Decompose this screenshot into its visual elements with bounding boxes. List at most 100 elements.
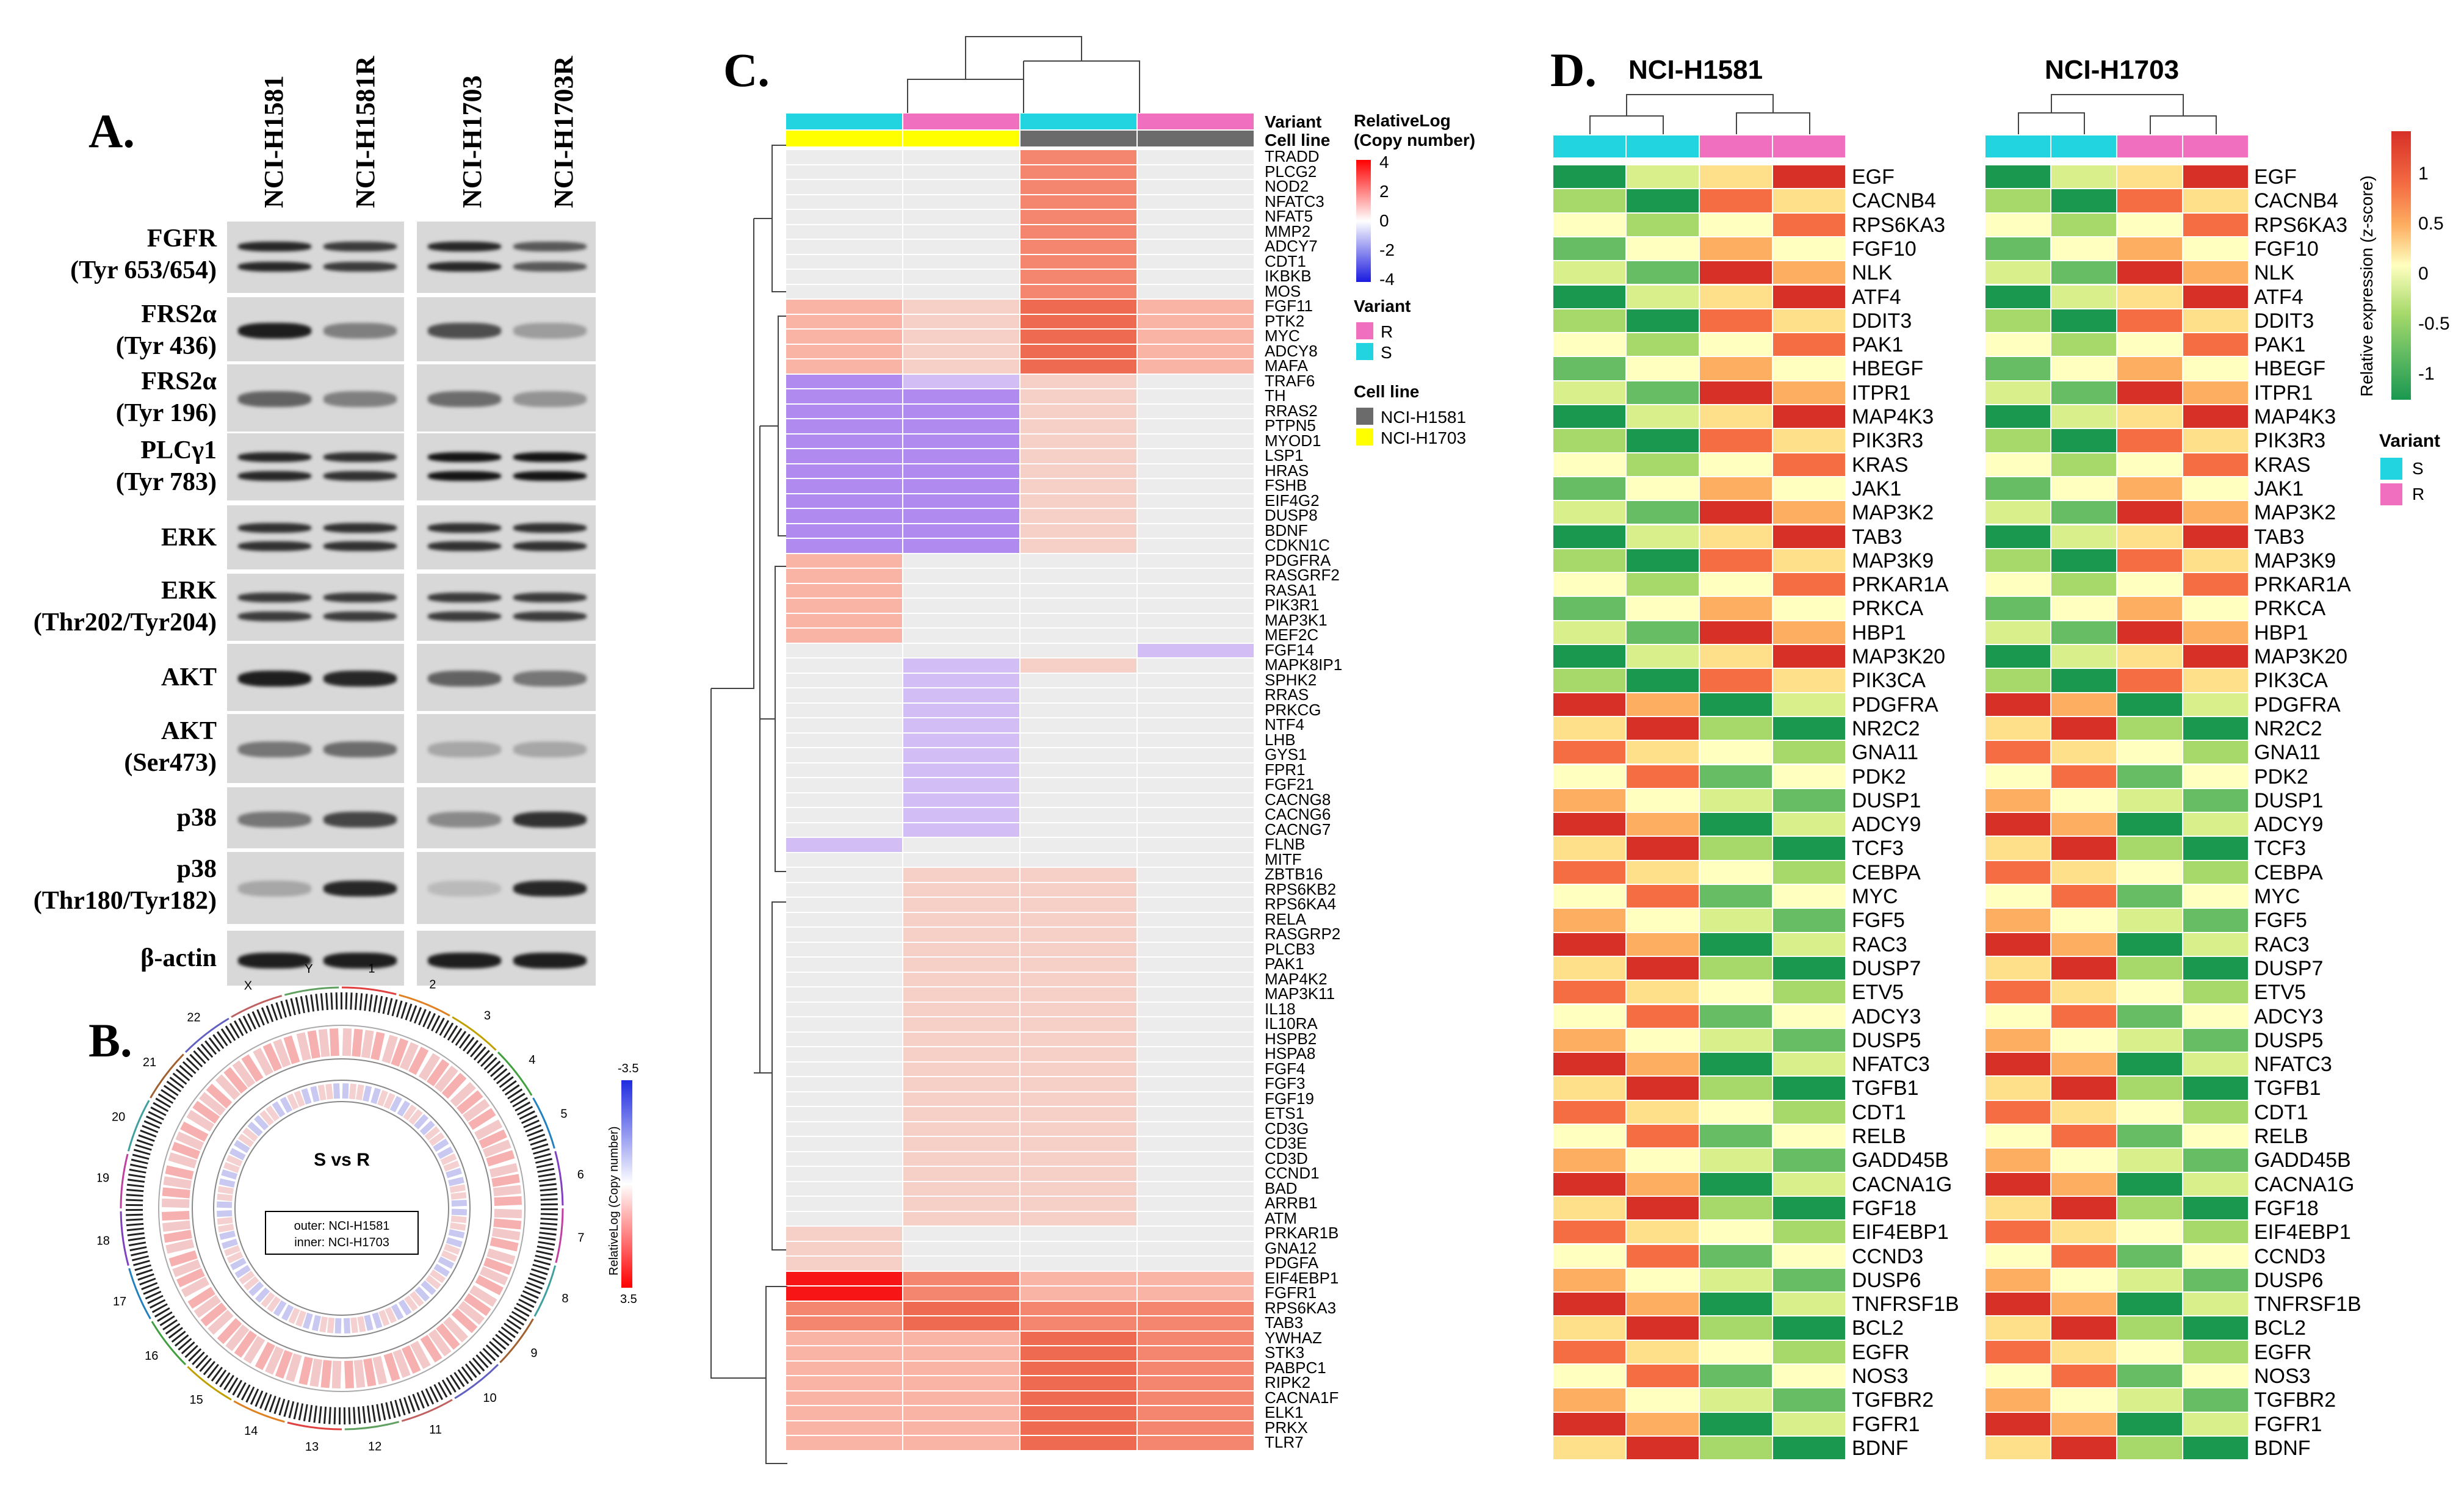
d-heatmap-cell [1700, 1316, 1772, 1340]
circos-cnv-segment [426, 1059, 450, 1087]
c-heatmap-cell [786, 1376, 902, 1390]
wb-band [513, 452, 587, 462]
d-heatmap-cell [1627, 669, 1699, 692]
d-legend-title: Relative expression (z-score) [2357, 175, 2376, 397]
c-heatmap-cell [786, 1331, 902, 1345]
circos-cnv-segment [165, 1239, 195, 1254]
d-heatmap-cell [2051, 501, 2116, 524]
c-heatmap-cell [903, 449, 1019, 463]
d-gene-label-right: BCL2 [2254, 1316, 2307, 1340]
c-gene-label: FGF21 [1265, 775, 1314, 793]
c-heatmap-cell [1021, 853, 1136, 867]
circos-cnv-segment-inner [286, 1093, 299, 1110]
circos-cnv-segment [186, 1110, 215, 1132]
d-heatmap-cell [1985, 765, 2050, 788]
c-gene-label: RASA1 [1265, 580, 1317, 599]
c-heatmap-cell [786, 330, 902, 344]
d-heatmap-cell [1627, 716, 1699, 740]
c-heatmap-cell [903, 733, 1019, 747]
circos-cnv-segment-inner [273, 1300, 287, 1316]
c-heatmap-cell [786, 300, 902, 314]
d-heatmap-cell [2183, 1388, 2248, 1412]
circos-chromosome-arc [454, 1363, 499, 1399]
c-heatmap-cell [1138, 1271, 1254, 1285]
c-heatmap-cell [1138, 359, 1254, 374]
d-heatmap-cell [1627, 597, 1699, 620]
c-gene-label: CACNG8 [1265, 790, 1331, 809]
d-heatmap-cell [2117, 956, 2182, 980]
c-heatmap-cell [1138, 1346, 1254, 1360]
d-gene-label-left: FGF5 [1852, 909, 1905, 933]
c-legend-title1: RelativeLog [1354, 111, 1451, 130]
wb-blot-row11-panel2 [417, 931, 596, 986]
d-heatmap-cell [1985, 1244, 2050, 1268]
circos-cnv-segment [187, 1287, 215, 1309]
c-heatmap-cell [1138, 1077, 1254, 1091]
c-heatmap-cell [1138, 524, 1254, 538]
c-heatmap-cell [903, 569, 1019, 583]
d-heatmap-cell [1985, 309, 2050, 333]
c-heatmap-cell [903, 1122, 1019, 1136]
c-heatmap-cell [1021, 673, 1136, 687]
d-track-variant-cell [1773, 135, 1845, 157]
c-gene-label: RIPK2 [1265, 1373, 1311, 1391]
circos-cnv-segment-inner [317, 1085, 327, 1101]
c-heatmap-cell [1138, 808, 1254, 822]
d-heatmap-cell [1627, 1005, 1699, 1028]
wb-band [513, 592, 587, 602]
d-heatmap-cell [1553, 813, 1625, 836]
c-gene-label: GNA12 [1265, 1238, 1317, 1257]
d-heatmap-cell [1627, 549, 1699, 572]
c-heatmap-cell [1021, 434, 1136, 448]
d-right-dendrogram [2018, 94, 2217, 134]
circos-cnv-segment-inner [234, 1139, 250, 1153]
c-heatmap-cell [1138, 1227, 1254, 1241]
d-heatmap-cell [1773, 357, 1845, 380]
d-gene-label-left: DUSP1 [1852, 789, 1921, 812]
c-track-variant-cell [903, 114, 1019, 129]
circos-cnv-segment [410, 1340, 431, 1370]
c-heatmap-cell [903, 643, 1019, 657]
c-legend-r: R [1381, 322, 1393, 341]
c-heatmap-cell [1138, 225, 1254, 239]
c-heatmap-cell [1021, 389, 1136, 403]
d-heatmap-cell [1700, 237, 1772, 261]
wb-band [428, 323, 501, 339]
circos-cnv-segment [161, 1198, 190, 1208]
c-heatmap-cell [1138, 733, 1254, 747]
c-heatmap-cell [1021, 1271, 1136, 1285]
d-gene-label-right: PRKAR1A [2254, 573, 2351, 597]
d-heatmap-cell [1700, 597, 1772, 620]
circos-chromosome-label: 9 [530, 1347, 537, 1360]
c-heatmap-cell [786, 763, 902, 777]
d-heatmap-cell [1700, 1196, 1772, 1220]
d-heatmap-cell [1773, 1388, 1845, 1412]
d-heatmap-cell [1700, 549, 1772, 572]
circos-ring-4 [234, 1101, 449, 1316]
circos-chromosome-label: 21 [143, 1056, 156, 1069]
d-gene-label-right: PDGFRA [2254, 693, 2341, 716]
wb-blot-row6-panel1 [227, 574, 404, 641]
d-heatmap-cell [1773, 525, 1845, 548]
wb-band [428, 611, 501, 621]
d-heatmap-cell [2183, 813, 2248, 836]
d-heatmap-cell [1700, 477, 1772, 500]
d-gene-label-left: CDT1 [1852, 1100, 1906, 1124]
d-heatmap-cell [2117, 1172, 2182, 1196]
c-dendrogram-branch [711, 218, 754, 689]
wb-band [323, 471, 397, 481]
circos-cnv-segment-inner [408, 1109, 423, 1125]
c-heatmap-cell [1138, 344, 1254, 358]
d-heatmap-cell [1773, 813, 1845, 836]
d-heatmap-cell [1627, 405, 1699, 428]
d-heatmap-cell [1627, 933, 1699, 956]
c-heatmap-cell [786, 1316, 902, 1330]
c-heatmap-cell [786, 150, 902, 164]
wb-label-row7: AKT [161, 662, 217, 693]
d-heatmap-cell [2183, 1077, 2248, 1100]
d-gene-label-right: EGFR [2254, 1340, 2312, 1364]
d-heatmap-cell [1553, 333, 1625, 356]
circos-ring-1 [158, 1025, 526, 1392]
d-heatmap-cell [2183, 645, 2248, 668]
c-heatmap-cell [786, 494, 902, 508]
